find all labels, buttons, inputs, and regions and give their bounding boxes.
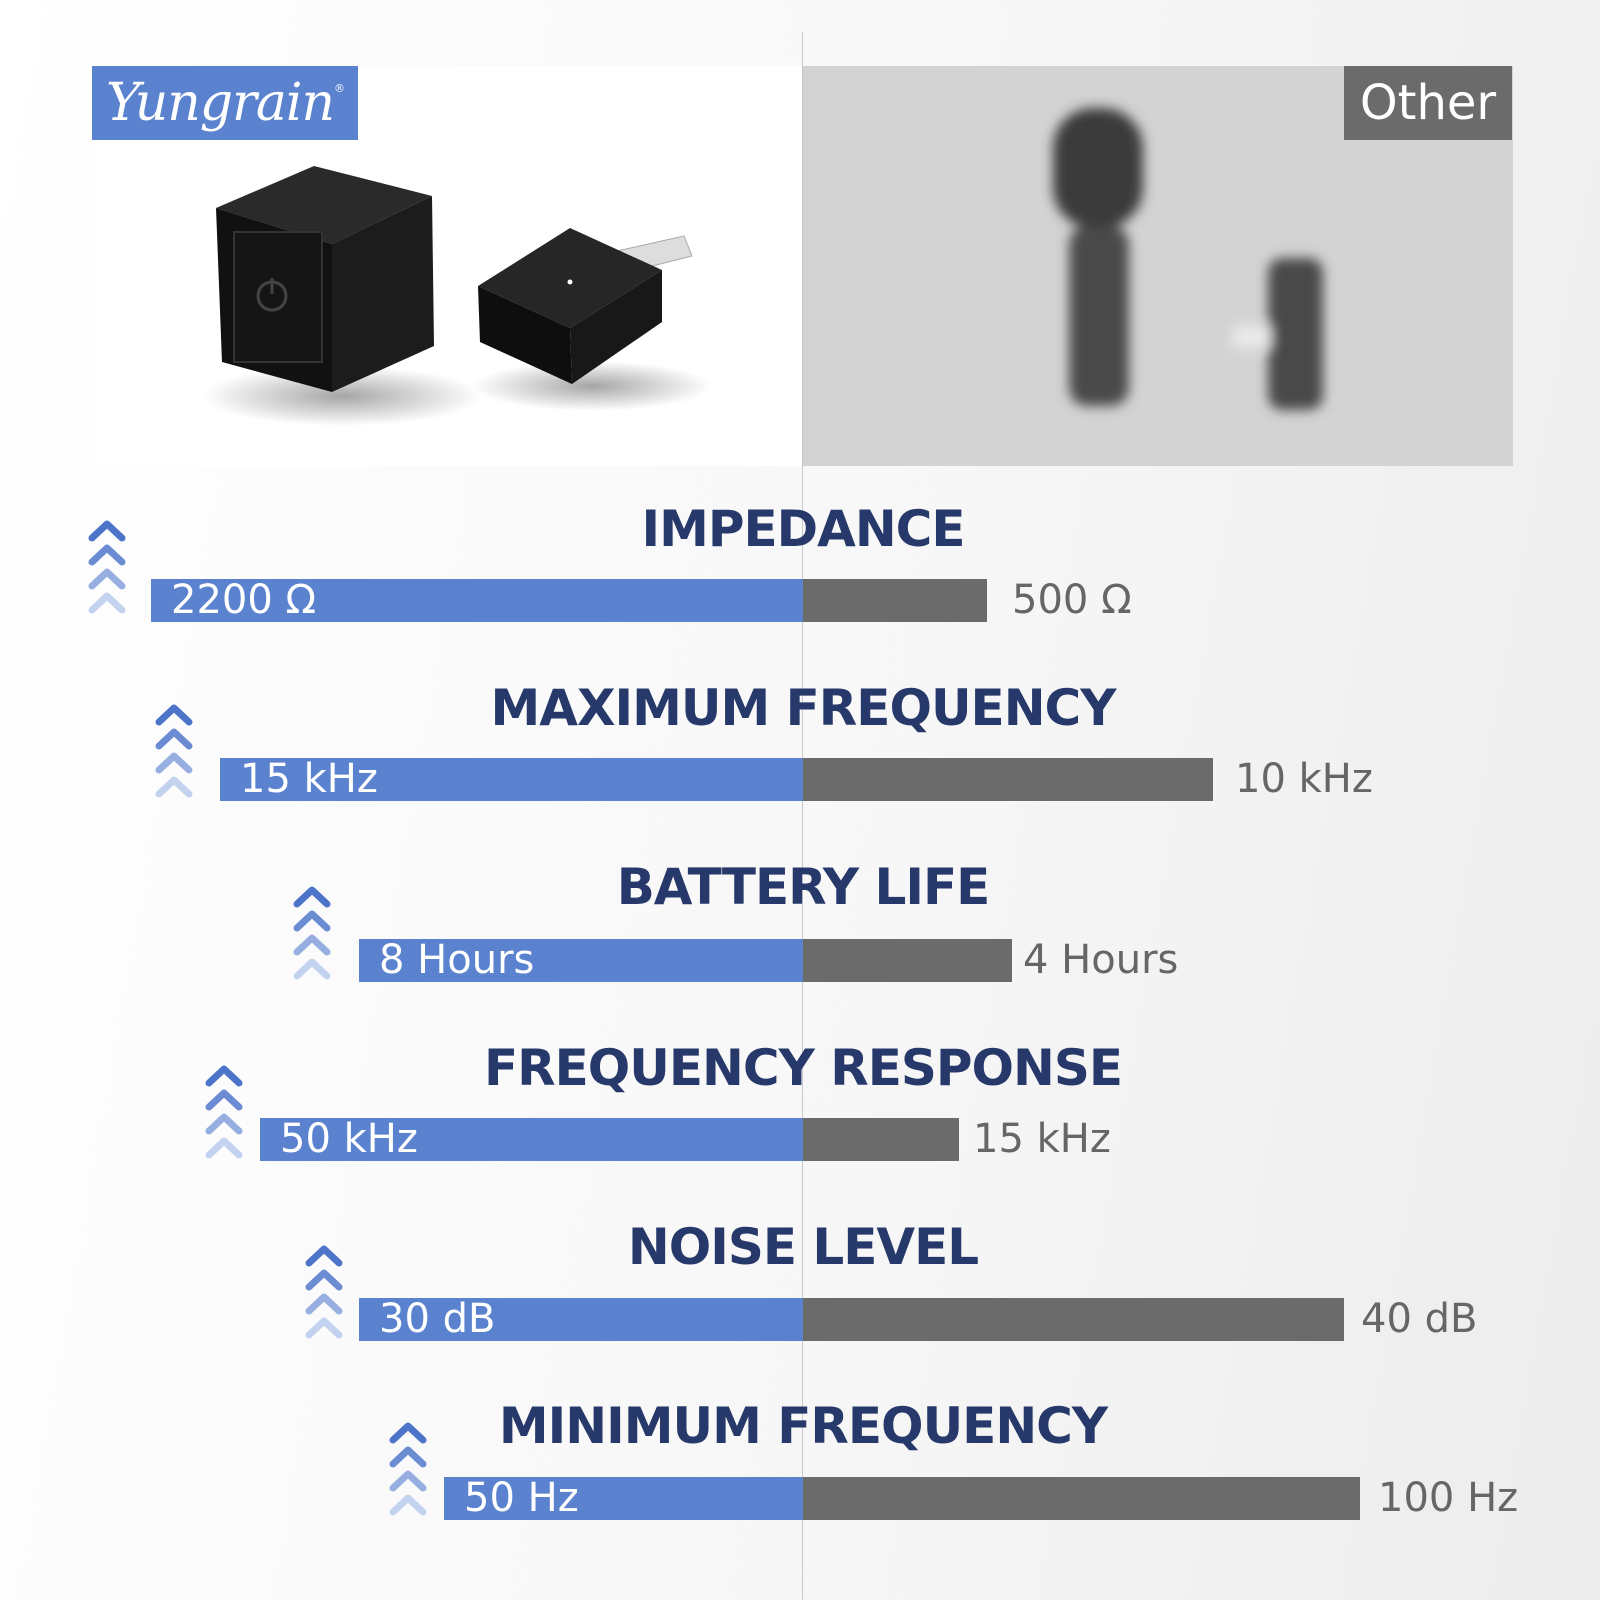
yungrain-bar: 8 Hours [359, 939, 803, 982]
row-title: MAXIMUM FREQUENCY [490, 679, 1117, 737]
other-value: 4 Hours [1023, 937, 1179, 983]
chevron-up-icon [305, 1293, 343, 1315]
chevron-up-icon [293, 934, 331, 956]
chevron-up-icon [155, 752, 193, 774]
chevrons-up-icon [155, 704, 193, 798]
row-title: IMPEDANCE [641, 500, 965, 558]
chevron-up-icon [155, 704, 193, 726]
chevron-up-icon [205, 1065, 243, 1087]
row-title: FREQUENCY RESPONSE [483, 1039, 1123, 1097]
other-bar [803, 1477, 1360, 1520]
other-value: 100 Hz [1378, 1475, 1519, 1521]
yungrain-product-panel [92, 66, 803, 466]
yungrain-value: 8 Hours [379, 937, 535, 983]
yungrain-value: 50 Hz [464, 1475, 579, 1521]
chevron-up-icon [305, 1245, 343, 1267]
chevrons-up-icon [305, 1245, 343, 1339]
chevron-up-icon [205, 1137, 243, 1159]
yungrain-bar: 2200 Ω [151, 579, 803, 622]
row-title: MINIMUM FREQUENCY [498, 1397, 1108, 1455]
chevron-up-icon [88, 544, 126, 566]
yungrain-bar: 15 kHz [220, 758, 803, 801]
other-value: 10 kHz [1235, 756, 1373, 802]
chevron-up-icon [389, 1422, 427, 1444]
yungrain-bar: 50 Hz [444, 1477, 803, 1520]
chevrons-up-icon [205, 1065, 243, 1159]
yungrain-value: 50 kHz [280, 1116, 418, 1162]
chevron-up-icon [293, 958, 331, 980]
logo-text: Yungrain [105, 73, 335, 133]
yungrain-logo: Yungrain® [92, 66, 358, 140]
other-product-image [1053, 108, 1323, 410]
other-value: 500 Ω [1012, 577, 1132, 623]
other-label: Other [1344, 66, 1512, 140]
chevron-up-icon [305, 1269, 343, 1291]
chevron-up-icon [293, 886, 331, 908]
chevron-up-icon [293, 910, 331, 932]
chevron-up-icon [155, 728, 193, 750]
yungrain-value: 30 dB [379, 1296, 496, 1342]
chevron-up-icon [88, 520, 126, 542]
chevron-up-icon [205, 1089, 243, 1111]
other-bar [803, 579, 987, 622]
row-title: NOISE LEVEL [627, 1218, 979, 1276]
yungrain-bar: 50 kHz [260, 1118, 803, 1161]
other-bar [803, 1118, 959, 1161]
chevron-up-icon [88, 568, 126, 590]
other-bar [803, 758, 1213, 801]
yungrain-value: 2200 Ω [171, 577, 317, 623]
divider-line [802, 32, 803, 1600]
other-value: 40 dB [1361, 1296, 1478, 1342]
yungrain-bar: 30 dB [359, 1298, 803, 1341]
registered-mark: ® [334, 82, 345, 95]
row-title: BATTERY LIFE [616, 858, 991, 916]
yungrain-value: 15 kHz [240, 756, 378, 802]
yungrain-product-image [202, 166, 712, 426]
chevron-up-icon [389, 1470, 427, 1492]
chevron-up-icon [155, 776, 193, 798]
chevrons-up-icon [389, 1422, 427, 1516]
chevron-up-icon [389, 1494, 427, 1516]
chevrons-up-icon [293, 886, 331, 980]
chevron-up-icon [205, 1113, 243, 1135]
chevron-up-icon [389, 1446, 427, 1468]
other-bar [803, 939, 1012, 982]
other-value: 15 kHz [973, 1116, 1111, 1162]
chevrons-up-icon [88, 520, 126, 614]
chevron-up-icon [88, 592, 126, 614]
other-bar [803, 1298, 1344, 1341]
chevron-up-icon [305, 1317, 343, 1339]
